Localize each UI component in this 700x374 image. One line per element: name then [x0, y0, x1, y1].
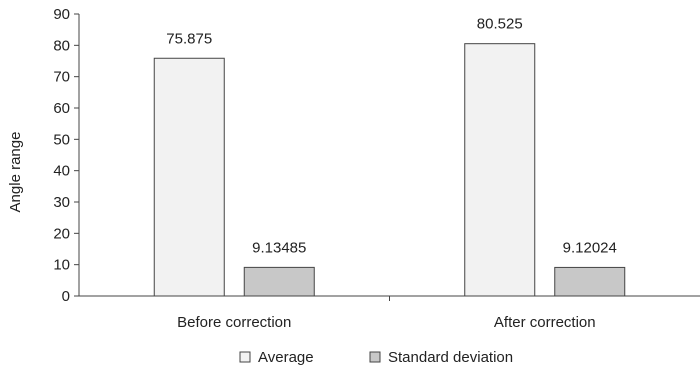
y-tick-label: 0 [62, 288, 70, 305]
y-tick-label: 20 [53, 225, 70, 242]
data-labels-group: 75.875 9.13485 80.525 9.12024 [166, 16, 617, 257]
legend-label-standard-deviation: Standard deviation [388, 349, 513, 366]
legend-label-average: Average [258, 349, 314, 366]
bar-average-2 [464, 43, 536, 297]
bars-group [153, 43, 626, 297]
y-tick-label: 50 [53, 131, 70, 148]
x-axis-categories: Before correction After correction [177, 296, 596, 331]
data-label: 9.12024 [563, 239, 617, 256]
legend-swatch-standard-deviation [369, 351, 381, 363]
y-tick-label: 90 [53, 6, 70, 23]
bar-standard-deviation-1 [243, 266, 315, 297]
y-tick-label: 40 [53, 163, 70, 180]
y-tick-label: 10 [53, 257, 70, 274]
y-tick-label: 30 [53, 194, 70, 211]
data-label: 75.875 [166, 30, 212, 47]
bar-standard-deviation-2 [554, 266, 626, 297]
legend-swatch-average [239, 351, 251, 363]
y-axis-ticks: 0 10 20 30 40 50 60 70 80 90 [53, 6, 79, 305]
x-category-label: After correction [494, 314, 596, 331]
y-tick-label: 70 [53, 69, 70, 86]
y-tick-label: 60 [53, 100, 70, 117]
y-tick-label: 80 [53, 37, 70, 54]
x-category-label: Before correction [177, 314, 291, 331]
bar-average-1 [153, 57, 225, 297]
data-label: 9.13485 [252, 239, 306, 256]
y-axis-label: Angle range [7, 132, 24, 213]
data-label: 80.525 [477, 16, 523, 33]
legend: Average Standard deviation [239, 349, 513, 366]
